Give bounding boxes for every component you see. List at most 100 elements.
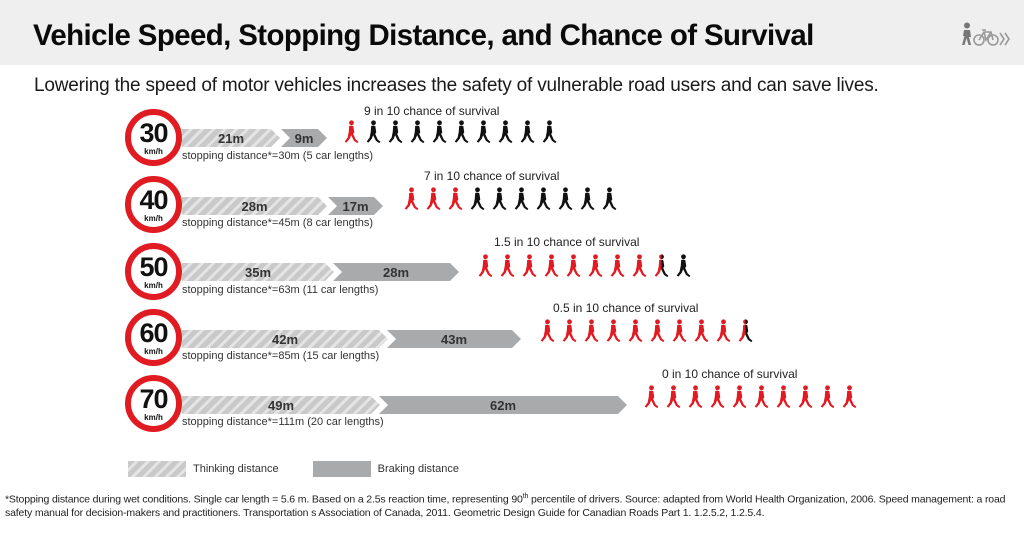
- speed-row-30: 30 km/h 21m 9m stopping distance*=30m (5…: [0, 104, 1024, 174]
- pedestrian-survivor-icon: [364, 120, 383, 144]
- speed-value: 70: [139, 384, 168, 414]
- footnote-superscript: th: [522, 493, 529, 500]
- pedestrian-survivor-icon: [468, 187, 487, 211]
- pedestrian-fatal-icon: [424, 187, 443, 211]
- speed-row-50: 50 km/h 35m 28m stopping distance*=63m (…: [0, 235, 1024, 306]
- pedestrian-fatal-icon: [840, 385, 859, 409]
- pedestrian-fatal-icon: [564, 254, 583, 278]
- footnote-text-2: percentile of drivers. Source: adapted f…: [5, 493, 1006, 519]
- pedestrian-survivor-icon: [518, 120, 537, 144]
- speed-row-40: 40 km/h 28m 17m stopping distance*=45m (…: [0, 169, 1024, 240]
- pedestrian-survivor-icon: [496, 120, 515, 144]
- pedestrian-survivor-icon: [600, 187, 619, 211]
- pedestrian-fatal-icon: [608, 254, 627, 278]
- pedestrian-fatal-icon: [648, 319, 667, 343]
- braking-distance-bar: 17m: [328, 197, 383, 215]
- pedestrian-fatal-icon: [542, 254, 561, 278]
- pedestrian-fatal-icon: [342, 120, 361, 144]
- thinking-distance-bar: 21m: [182, 129, 280, 147]
- legend: Thinking distance Braking distance: [128, 460, 493, 478]
- pedestrian-group: [538, 319, 755, 343]
- pedestrian-group: [342, 120, 559, 144]
- pedestrian-fatal-icon: [714, 319, 733, 343]
- speed-value: 50: [139, 252, 168, 282]
- pedestrian-fatal-icon: [498, 254, 517, 278]
- pedestrian-fatal-icon: [692, 319, 711, 343]
- pedestrian-survivor-icon: [540, 120, 559, 144]
- braking-distance-bar: 43m: [387, 330, 521, 348]
- thinking-distance-bar: 49m: [182, 396, 380, 414]
- pedestrian-fatal-icon: [664, 385, 683, 409]
- thinking-distance-bar: 35m: [182, 263, 334, 281]
- legend-label-braking: Braking distance: [377, 463, 459, 475]
- pedestrian-fatal-icon: [630, 254, 649, 278]
- braking-distance-bar: 62m: [379, 396, 627, 414]
- speed-unit: km/h: [144, 413, 163, 422]
- pedestrian-survivor-icon: [474, 120, 493, 144]
- legend-swatch-braking: [312, 461, 371, 477]
- thinking-distance-bar: 28m: [182, 197, 327, 215]
- pedestrian-survivor-icon: [408, 120, 427, 144]
- stopping-distance-text: stopping distance*=85m (15 car lengths): [182, 350, 380, 362]
- pedestrian-fatal-icon: [520, 254, 539, 278]
- survival-label: 9 in 10 chance of survival: [364, 104, 500, 118]
- survival-label: 1.5 in 10 chance of survival: [494, 235, 640, 249]
- speed-limit-sign: 40 km/h: [125, 176, 182, 233]
- pedestrian-fatal-icon: [818, 385, 837, 409]
- page-title: Vehicle Speed, Stopping Distance, and Ch…: [33, 19, 814, 52]
- pedestrian-fatal-icon: [642, 385, 661, 409]
- braking-distance-bar: 28m: [333, 263, 459, 281]
- pedestrian-fatal-icon: [586, 254, 605, 278]
- speed-row-70: 70 km/h 49m 62m stopping distance*=111m …: [0, 367, 1024, 438]
- speed-value: 30: [139, 118, 168, 148]
- pedestrian-survivor-icon: [430, 120, 449, 144]
- legend-label-thinking: Thinking distance: [193, 463, 279, 475]
- speed-unit: km/h: [144, 214, 163, 223]
- pedestrian-bicycle-icon: [962, 22, 1010, 46]
- header-band: Vehicle Speed, Stopping Distance, and Ch…: [0, 0, 1024, 65]
- pedestrian-fatal-icon: [730, 385, 749, 409]
- pedestrian-fatal-icon: [752, 385, 771, 409]
- pedestrian-fatal-icon: [686, 385, 705, 409]
- pedestrian-fatal-icon: [446, 187, 465, 211]
- stopping-distance-text: stopping distance*=111m (20 car lengths): [182, 416, 384, 428]
- pedestrian-fatal-icon: [604, 319, 623, 343]
- speed-limit-sign: 70 km/h: [125, 375, 182, 432]
- speed-unit: km/h: [144, 147, 163, 156]
- pedestrian-fatal-icon: [476, 254, 495, 278]
- speed-limit-sign: 30 km/h: [125, 109, 182, 166]
- pedestrian-survivor-icon: [674, 254, 693, 278]
- pedestrian-group: [476, 254, 693, 278]
- footnote: *Stopping distance during wet conditions…: [5, 490, 1015, 520]
- pedestrian-fatal-icon: [708, 385, 727, 409]
- stopping-distance-text: stopping distance*=63m (11 car lengths): [182, 284, 379, 296]
- subtitle: Lowering the speed of motor vehicles inc…: [34, 75, 879, 96]
- thinking-distance-bar: 42m: [182, 330, 388, 348]
- survival-label: 0 in 10 chance of survival: [662, 367, 798, 381]
- speed-unit: km/h: [144, 281, 163, 290]
- speed-value: 40: [139, 185, 168, 215]
- pedestrian-survivor-icon: [452, 120, 471, 144]
- pedestrian-survivor-icon: [512, 187, 531, 211]
- pedestrian-fatal-icon: [670, 319, 689, 343]
- pedestrian-fatal-icon: [626, 319, 645, 343]
- speed-limit-sign: 50 km/h: [125, 243, 182, 300]
- pedestrian-group: [402, 187, 619, 211]
- stopping-distance-text: stopping distance*=45m (8 car lengths): [182, 217, 374, 229]
- stopping-distance-text: stopping distance*=30m (5 car lengths): [182, 150, 374, 162]
- pedestrian-fatal-icon: [538, 319, 557, 343]
- speed-value: 60: [139, 318, 168, 348]
- pedestrian-half-icon: [652, 254, 671, 278]
- pedestrian-group: [642, 385, 859, 409]
- speed-unit: km/h: [144, 347, 163, 356]
- pedestrian-fatal-icon: [796, 385, 815, 409]
- pedestrian-fatal-icon: [582, 319, 601, 343]
- pedestrian-half-icon: [736, 319, 755, 343]
- pedestrian-survivor-icon: [578, 187, 597, 211]
- braking-distance-bar: 9m: [281, 129, 327, 147]
- survival-label: 7 in 10 chance of survival: [424, 169, 560, 183]
- footnote-text-1: *Stopping distance during wet conditions…: [5, 493, 523, 506]
- speed-row-60: 60 km/h 42m 43m stopping distance*=85m (…: [0, 301, 1024, 372]
- speed-limit-sign: 60 km/h: [125, 309, 182, 366]
- pedestrian-survivor-icon: [534, 187, 553, 211]
